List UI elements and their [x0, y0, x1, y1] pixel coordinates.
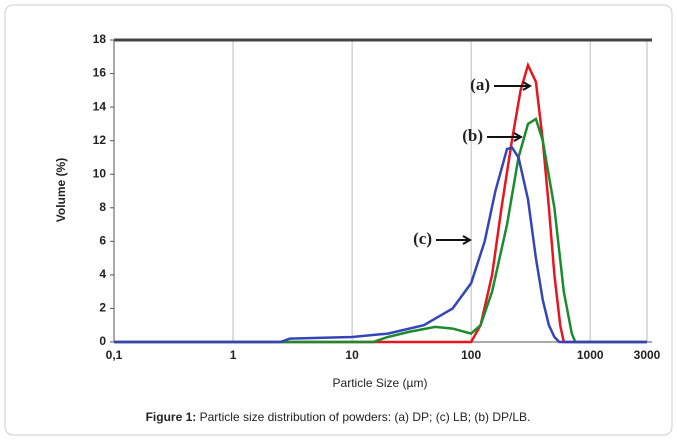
y-tick-label: 2: [99, 301, 106, 315]
y-tick-label: 10: [93, 166, 107, 180]
y-tick-label: 18: [93, 32, 107, 46]
series-line: [114, 61, 647, 344]
series-line: [114, 116, 647, 344]
y-axis-label: Volume (%): [54, 158, 68, 222]
x-tick-label: 1: [230, 348, 237, 362]
y-tick-label: 12: [93, 133, 107, 147]
x-axis-label: Particle Size (µm): [333, 376, 428, 390]
caption-text: Particle size distribution of powders: (…: [200, 410, 531, 424]
y-tick-label: 0: [99, 334, 106, 348]
series-annotation: (b): [462, 126, 483, 145]
series-line: [114, 145, 647, 344]
x-tick-label: 3000: [634, 348, 661, 362]
y-tick-label: 14: [93, 99, 107, 113]
frame: [4, 4, 673, 436]
annotation-arrow: [436, 235, 473, 245]
annotation-arrow: [487, 132, 524, 142]
x-tick-label: 1000: [577, 348, 604, 362]
caption-label: Figure 1:: [146, 410, 197, 424]
series-annotation: (a): [470, 75, 490, 94]
annotation-arrow: [494, 81, 533, 91]
x-tick-label: 0,1: [106, 348, 123, 362]
series-annotation: (c): [413, 229, 432, 248]
y-tick-label: 6: [99, 234, 106, 248]
y-tick-label: 8: [99, 200, 106, 214]
y-tick-label: 4: [99, 267, 106, 281]
x-tick-label: 100: [461, 348, 481, 362]
y-tick-label: 16: [93, 66, 107, 80]
caption: Figure 1: Particle size distribution of …: [146, 410, 531, 424]
x-tick-label: 10: [345, 348, 359, 362]
